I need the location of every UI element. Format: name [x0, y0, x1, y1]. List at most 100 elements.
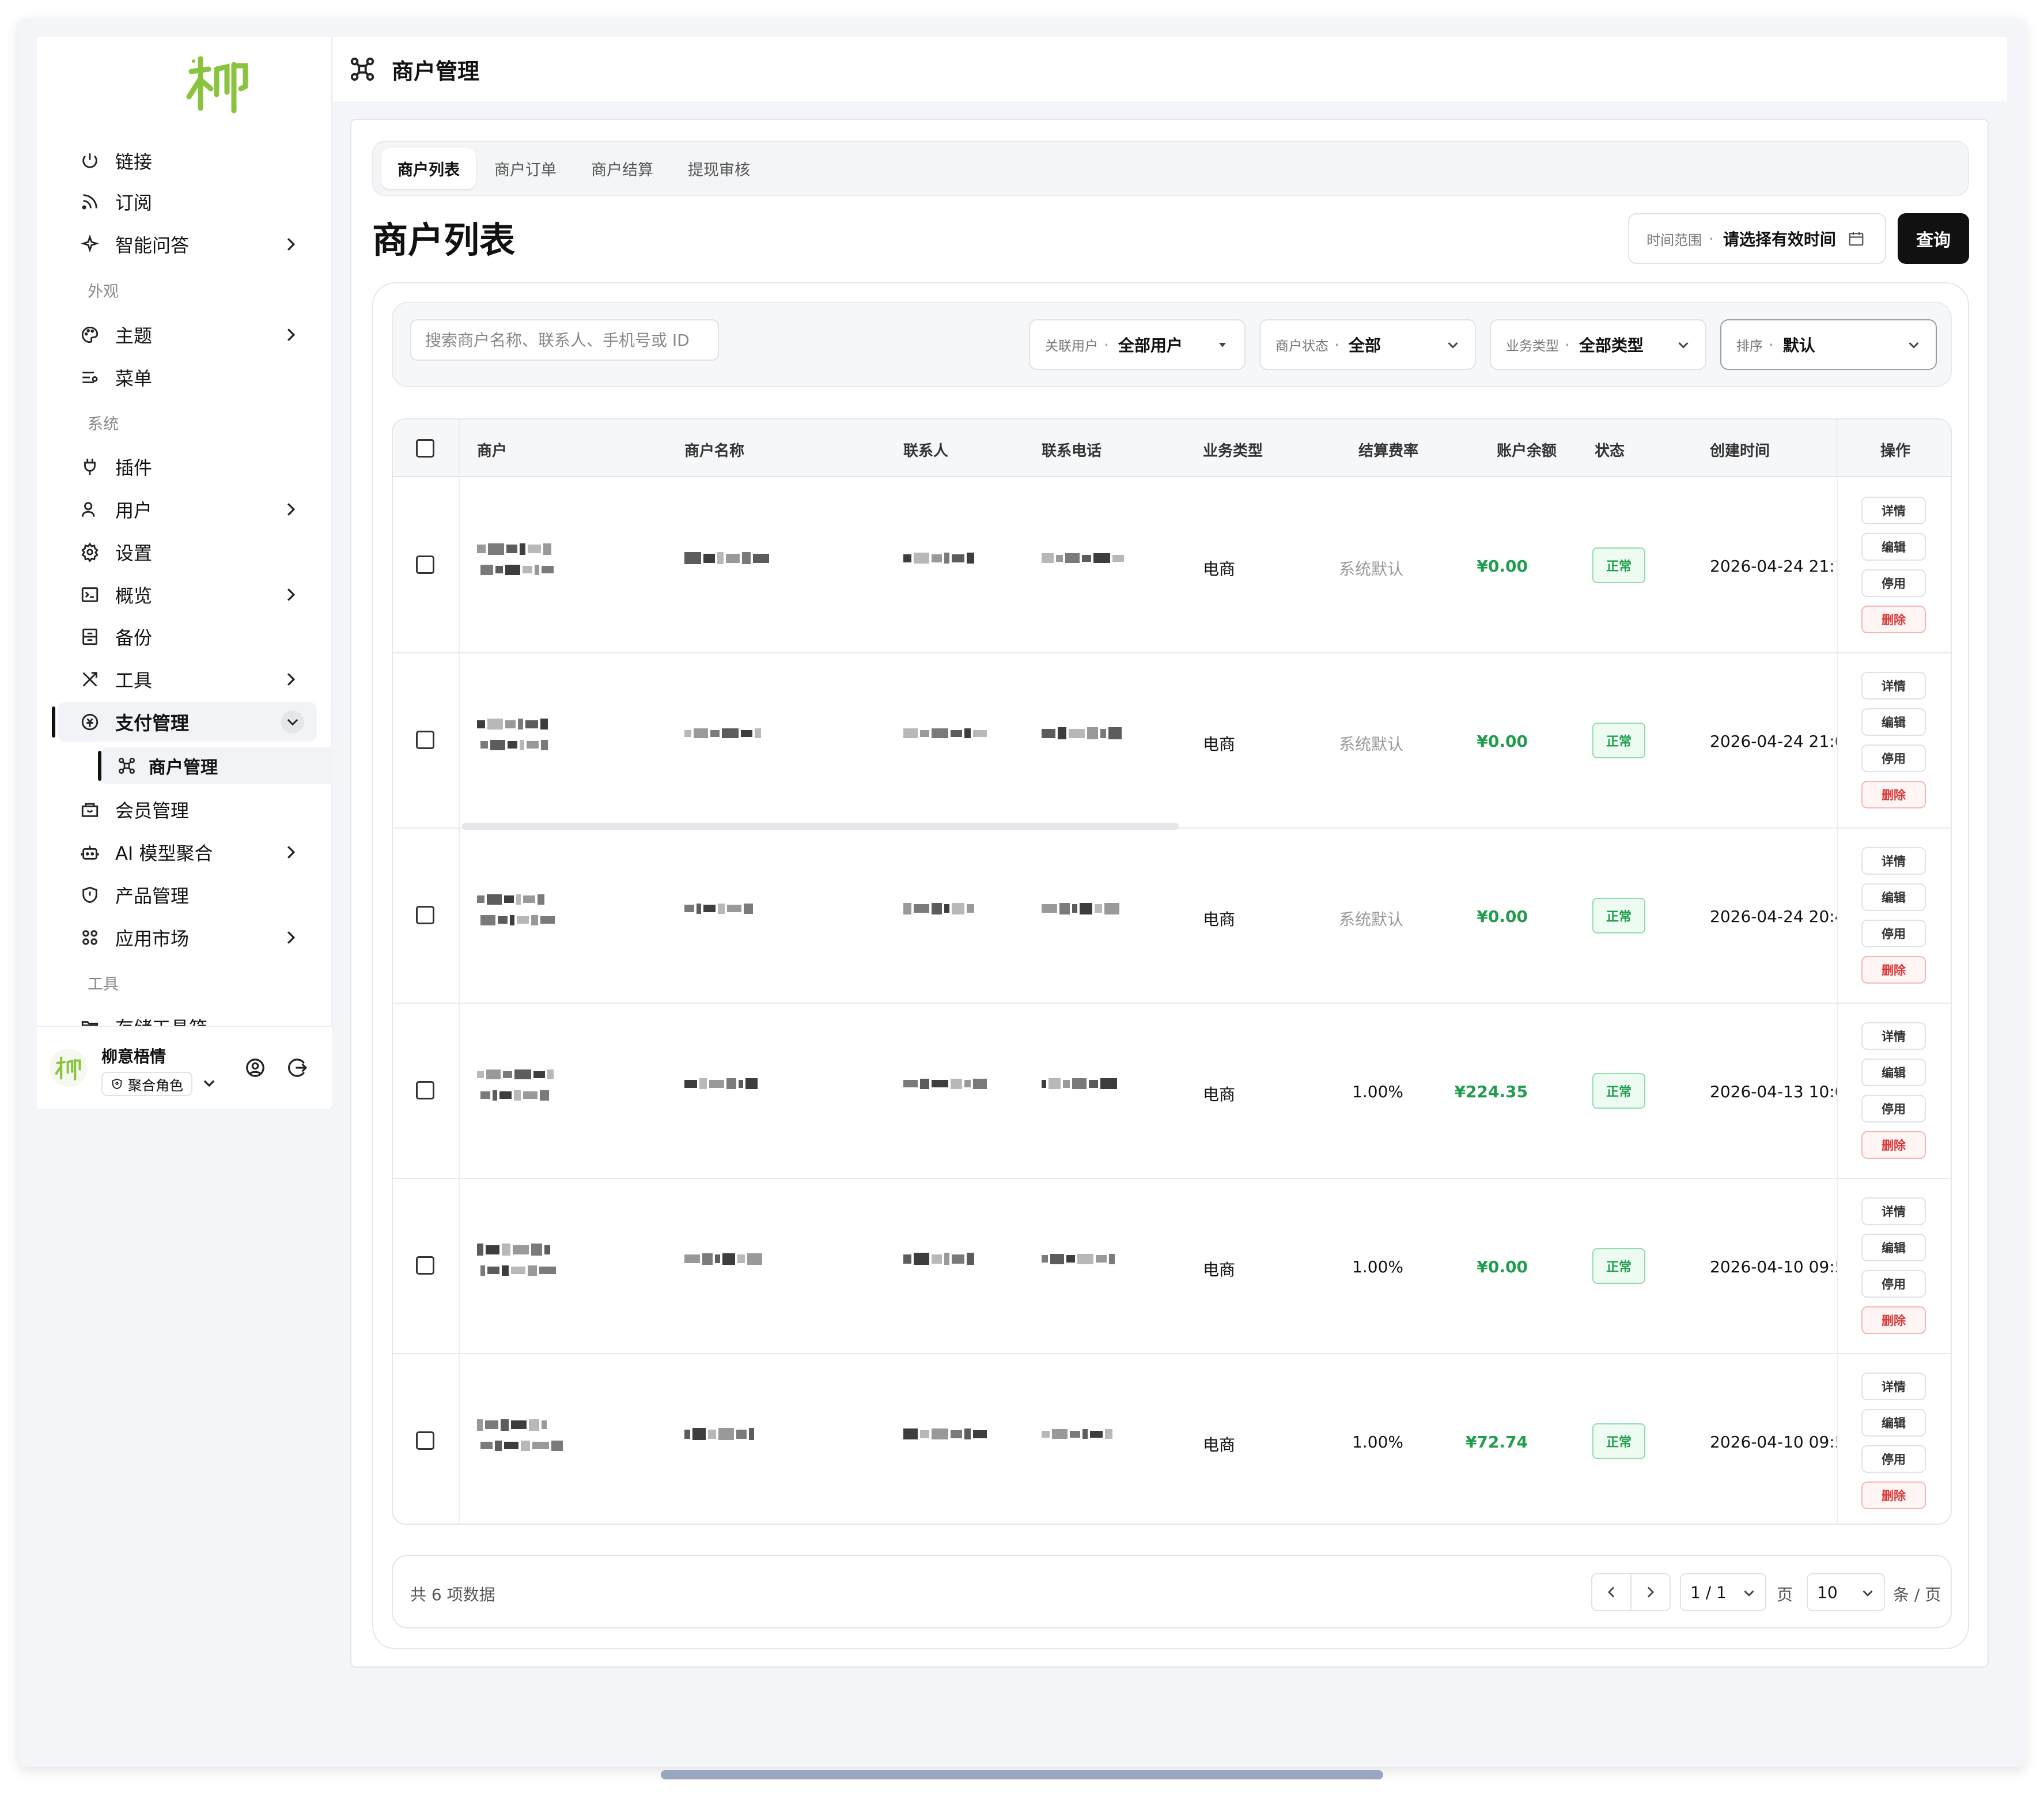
filter-type-select[interactable]: 业务类型 · 全部类型 [1490, 319, 1706, 370]
disable-button[interactable]: 停用 [1861, 744, 1926, 772]
delete-button[interactable]: 删除 [1861, 1131, 1926, 1159]
col-rate[interactable]: 结算费率 [1358, 443, 1419, 460]
table-row[interactable]: 电商 系统默认 ¥0.00 正常 2026-04-24 21:0 详情 编辑 停用 删除 [393, 653, 1951, 829]
disable-button[interactable]: 停用 [1861, 920, 1926, 947]
user-panel: 柳意梧情 聚合角色 [37, 1026, 332, 1106]
disable-button[interactable]: 停用 [1861, 569, 1926, 597]
delete-button[interactable]: 删除 [1861, 781, 1926, 808]
sidebar-item-products[interactable]: 产品管理 [58, 875, 317, 915]
col-contact[interactable]: 联系人 [903, 443, 949, 460]
col-business-type[interactable]: 业务类型 [1203, 443, 1263, 460]
sidebar-item-theme[interactable]: 主题 [58, 315, 317, 355]
logout-icon[interactable] [286, 1057, 308, 1079]
sidebar-item-settings[interactable]: 设置 [58, 532, 317, 572]
sidebar-item-subscribe[interactable]: 订阅 [58, 182, 317, 222]
sidebar-item-plugins[interactable]: 插件 [58, 447, 317, 487]
row-actions: 详情 编辑 停用 删除 [1847, 497, 1940, 642]
col-status[interactable]: 状态 [1595, 443, 1625, 460]
col-balance[interactable]: 账户余额 [1497, 443, 1557, 460]
settings-icon [78, 541, 101, 564]
redacted-text [477, 718, 550, 730]
horizontal-scrollbar[interactable] [462, 823, 1179, 830]
sidebar-item-merchant[interactable]: 商户管理 [98, 747, 332, 784]
sidebar-menu[interactable]: 链接 订阅 智能问答 外观 主题 菜单 系统 插件 用户 [37, 37, 332, 1040]
sidebar-item-ai-models[interactable]: AI 模型聚合 [58, 832, 317, 872]
chevron-down-icon[interactable] [202, 1075, 217, 1090]
table-row[interactable]: 电商 1.00% ¥224.35 正常 2026-04-13 10:0 详情 编辑 停用 删除 [393, 1004, 1951, 1179]
sidebar-item-label: 主题 [115, 325, 153, 347]
detail-button[interactable]: 详情 [1861, 1197, 1926, 1225]
search-input[interactable] [410, 319, 719, 361]
avatar[interactable] [50, 1049, 88, 1087]
sidebar-item-members[interactable]: 会员管理 [58, 789, 317, 830]
edit-button[interactable]: 编辑 [1861, 1059, 1926, 1086]
cell-created-time: 2026-04-24 20:4 [1710, 907, 1837, 926]
sidebar-item-ai-qa[interactable]: 智能问答 [58, 224, 317, 264]
sidebar-item-links[interactable]: 链接 [58, 141, 317, 181]
edit-button[interactable]: 编辑 [1861, 1409, 1926, 1437]
col-merchant-name[interactable]: 商户名称 [684, 443, 745, 460]
table-row[interactable]: 电商 系统默认 ¥0.00 正常 2026-04-24 20:4 详情 编辑 停用 删除 [393, 829, 1951, 1004]
tab-withdraw-review[interactable]: 提现审核 [688, 161, 750, 179]
row-checkbox[interactable] [416, 1256, 434, 1275]
tab-merchant-orders[interactable]: 商户订单 [494, 161, 557, 179]
date-range-picker[interactable]: 时间范围 · 请选择有效时间 [1628, 213, 1886, 264]
row-checkbox[interactable] [416, 1431, 434, 1450]
plug-icon [78, 455, 101, 478]
col-merchant[interactable]: 商户 [477, 443, 508, 460]
edit-button[interactable]: 编辑 [1861, 533, 1926, 561]
window-scrollbar[interactable] [661, 1770, 1383, 1779]
page-size-select[interactable]: 10 [1807, 1573, 1885, 1611]
delete-button[interactable]: 删除 [1861, 1481, 1926, 1509]
sidebar-item-payment[interactable]: 支付管理 [52, 702, 317, 742]
sidebar-item-users[interactable]: 用户 [58, 489, 317, 530]
sidebar-item-app-market[interactable]: 应用市场 [58, 917, 317, 958]
col-created[interactable]: 创建时间 [1710, 443, 1770, 460]
row-checkbox[interactable] [416, 731, 434, 749]
disable-button[interactable]: 停用 [1861, 1270, 1926, 1298]
redacted-text [1042, 1078, 1119, 1089]
disable-button[interactable]: 停用 [1861, 1445, 1926, 1473]
prev-page-button[interactable] [1591, 1573, 1632, 1611]
query-button[interactable]: 查询 [1898, 213, 1969, 264]
row-checkbox[interactable] [416, 906, 434, 924]
detail-button[interactable]: 详情 [1861, 1022, 1926, 1050]
edit-button[interactable]: 编辑 [1861, 708, 1926, 736]
sidebar-item-label: 用户 [115, 500, 153, 521]
caret-down-icon [1219, 343, 1226, 347]
rss-icon [78, 190, 101, 213]
edit-button[interactable]: 编辑 [1861, 1234, 1926, 1261]
table-row[interactable]: 电商 1.00% ¥0.00 正常 2026-04-10 09:5 详情 编辑 停用 删除 [393, 1179, 1951, 1354]
sidebar-item-backup[interactable]: 备份 [58, 617, 317, 657]
filter-status-select[interactable]: 商户状态 · 全部 [1259, 319, 1476, 370]
col-phone[interactable]: 联系电话 [1042, 443, 1102, 460]
disable-button[interactable]: 停用 [1861, 1095, 1926, 1123]
detail-button[interactable]: 详情 [1861, 1373, 1926, 1400]
edit-button[interactable]: 编辑 [1861, 883, 1926, 911]
detail-button[interactable]: 详情 [1861, 847, 1926, 875]
table-row[interactable]: 电商 系统默认 ¥0.00 正常 2026-04-24 21:1 详情 编辑 停用 删除 [393, 478, 1951, 653]
delete-button[interactable]: 删除 [1861, 1306, 1926, 1334]
tab-merchant-list[interactable]: 商户列表 [381, 148, 476, 189]
cell-rate: 系统默认 [1338, 735, 1403, 754]
sidebar-item-overview[interactable]: 概览 [58, 575, 317, 615]
filter-user-select[interactable]: 关联用户 · 全部用户 [1029, 319, 1246, 370]
next-page-button[interactable] [1630, 1573, 1671, 1611]
row-checkbox[interactable] [416, 1081, 434, 1099]
profile-icon[interactable] [244, 1057, 266, 1079]
table-row[interactable]: 电商 1.00% ¥72.74 正常 2026-04-10 09:5 详情 编辑 停用 删除 [393, 1354, 1951, 1524]
sidebar-item-menu[interactable]: 菜单 [58, 357, 317, 398]
status-badge: 正常 [1592, 1073, 1645, 1109]
sort-select[interactable]: 排序 · 默认 [1720, 319, 1937, 370]
delete-button[interactable]: 删除 [1861, 606, 1926, 633]
cell-balance: ¥72.74 [1465, 1433, 1528, 1452]
sidebar-item-tools[interactable]: 工具 [58, 659, 317, 700]
delete-button[interactable]: 删除 [1861, 956, 1926, 984]
tab-merchant-settlement[interactable]: 商户结算 [591, 161, 653, 179]
page-select[interactable]: 1 / 1 [1680, 1573, 1766, 1611]
detail-button[interactable]: 详情 [1861, 497, 1926, 524]
detail-button[interactable]: 详情 [1861, 672, 1926, 700]
role-selector[interactable]: 聚合角色 [101, 1072, 192, 1096]
row-checkbox[interactable] [416, 555, 434, 574]
select-all-checkbox[interactable] [416, 439, 434, 458]
